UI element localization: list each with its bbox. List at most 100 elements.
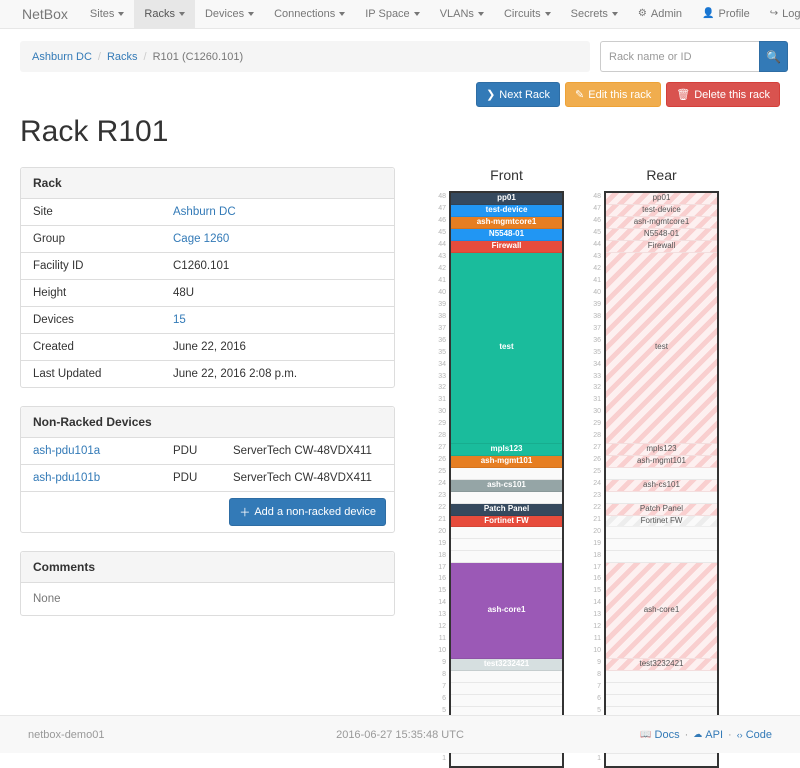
search-button[interactable]: 🔍 [759,41,788,72]
rack-unit-empty-rear[interactable] [606,551,717,564]
rack-rear-title: Rear [646,167,677,183]
nav-secrets-label: Secrets [570,8,608,20]
nav-secrets[interactable]: Secrets [561,0,628,28]
search-input[interactable] [600,41,759,72]
rack-unit-empty-front[interactable] [451,491,562,504]
rack-device-front[interactable]: pp01 [451,193,562,205]
add-nonracked-device-button[interactable]: ＋ Add a non-racked device [229,498,386,526]
nonracked-device-name[interactable]: ash-pdu101a [21,438,161,465]
rack-unit-empty-rear[interactable] [606,491,717,504]
rear-unit-number: 31 [593,396,601,404]
footer-code-link[interactable]: ‹› Code [737,729,772,741]
rack-device-rear[interactable]: ash-core1 [606,563,717,659]
front-unit-number: 39 [438,300,446,308]
front-unit-number: 20 [438,527,446,535]
rack-unit-empty-rear[interactable] [606,694,717,707]
rack-unit-empty-front[interactable] [451,670,562,683]
nonracked-heading: Non-Racked Devices [21,407,394,438]
rear-unit-number: 39 [593,300,601,308]
rack-device-front[interactable]: ash-mgmtcore1 [451,216,562,229]
edit-rack-button[interactable]: ✎ Edit this rack [565,82,662,107]
next-rack-button[interactable]: ❯ Next Rack [476,82,561,107]
rack-device-rear[interactable]: Patch Panel [606,503,717,516]
nav-racks[interactable]: Racks [134,0,195,28]
rack-field-link[interactable]: Ashburn DC [173,206,236,218]
rack-device-front[interactable]: ash-core1 [451,563,562,659]
rack-device-rear[interactable]: ash-cs101 [606,479,717,492]
rack-field-value[interactable]: Ashburn DC [161,199,394,226]
brand-logo[interactable]: NetBox [22,6,68,22]
nav-logout[interactable]: ↪Log out [760,0,800,28]
nav-devices[interactable]: Devices [195,0,264,28]
footer-docs-link[interactable]: 📖 Docs [640,729,679,741]
rack-unit-empty-front[interactable] [451,694,562,707]
delete-rack-button[interactable]: 🗑 Delete this rack [666,82,780,107]
rack-device-rear[interactable]: N5548-01 [606,228,717,241]
chevron-down-icon [611,12,618,16]
rack-device-rear[interactable]: Firewall [606,240,717,253]
next-rack-button-label: Next Rack [499,88,551,101]
rack-field-link[interactable]: Cage 1260 [173,233,230,245]
rack-field-link[interactable]: 15 [173,314,186,326]
rack-device-front[interactable]: test [451,252,562,444]
nonracked-device-link[interactable]: ash-pdu101a [33,445,101,457]
rack-unit-empty-rear[interactable] [606,539,717,552]
rear-unit-number: 18 [593,551,601,559]
rack-front-title: Front [490,167,523,183]
rear-unit-number: 30 [593,408,601,416]
table-row: Devices 15 [21,306,394,334]
breadcrumb-racks-link[interactable]: Racks [106,50,138,63]
rack-device-label: ash-mgmt101 [480,455,533,465]
rear-unit-number: 12 [593,623,601,631]
rack-device-front[interactable]: test-device [451,204,562,217]
rack-unit-empty-front[interactable] [451,539,562,552]
breadcrumb-site-link[interactable]: Ashburn DC [32,50,92,63]
rack-device-front[interactable]: Patch Panel [451,503,562,516]
rack-field-value[interactable]: 15 [161,306,394,334]
rack-unit-empty-front[interactable] [451,754,562,767]
nav-connections[interactable]: Connections [264,0,355,28]
rack-device-front[interactable]: Firewall [451,240,562,253]
rack-unit-empty-rear[interactable] [606,670,717,683]
rack-unit-empty-front[interactable] [451,527,562,540]
code-icon: ‹› [736,729,743,740]
nav-profile[interactable]: 👤 Profile [692,0,760,28]
rack-device-rear[interactable]: Fortinet FW [606,515,717,528]
nonracked-device-link[interactable]: ash-pdu101b [33,472,101,484]
rack-device-front[interactable]: ash-cs101 [451,479,562,492]
rack-device-front[interactable]: Fortinet FW [451,515,562,528]
left-column: Rack Site Ashburn DC Group Cage 1260 Facilit… [20,167,395,768]
rack-field-label: Height [21,279,161,307]
rack-field-value[interactable]: Cage 1260 [161,225,394,253]
rack-unit-empty-front[interactable] [451,682,562,695]
rack-device-rear[interactable]: ash-mgmtcore1 [606,216,717,229]
front-unit-number: 24 [438,479,446,487]
nonracked-device-name[interactable]: ash-pdu101b [21,464,161,491]
nav-ip-space[interactable]: IP Space [355,0,429,28]
rack-device-front[interactable]: test3232421 [451,658,562,671]
rack-unit-empty-front[interactable] [451,551,562,564]
rack-unit-empty-rear[interactable] [606,527,717,540]
nav-vlans[interactable]: VLANs [430,0,494,28]
rack-device-front[interactable]: ash-mgmt101 [451,455,562,468]
rack-device-rear[interactable]: mpls123 [606,443,717,456]
rack-device-front[interactable]: mpls123 [451,443,562,456]
rack-unit-empty-front[interactable] [451,467,562,480]
front-unit-number: 6 [442,694,446,702]
nav-circuits[interactable]: Circuits [494,0,561,28]
rack-unit-empty-rear[interactable] [606,754,717,767]
footer-api-link[interactable]: ☁ API [693,729,723,741]
nav-admin[interactable]: ⚙ Admin [628,0,692,28]
rack-unit-empty-rear[interactable] [606,467,717,480]
rack-device-rear[interactable]: pp01 [606,193,717,205]
nav-sites[interactable]: Sites [80,0,134,28]
rack-device-rear[interactable]: ash-mgmt101 [606,455,717,468]
rack-field-label: Group [21,225,161,253]
front-unit-number: 40 [438,288,446,296]
rack-device-rear[interactable]: test [606,252,717,444]
rear-unit-number: 37 [593,324,601,332]
rack-unit-empty-rear[interactable] [606,682,717,695]
rack-device-front[interactable]: N5548-01 [451,228,562,241]
rack-device-rear[interactable]: test-device [606,204,717,217]
rack-device-rear[interactable]: test3232421 [606,658,717,671]
